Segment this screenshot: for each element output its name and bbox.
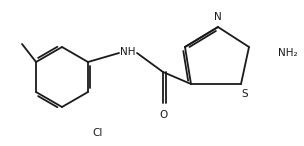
Text: NH₂: NH₂ [278,48,298,58]
Text: NH: NH [120,47,136,57]
Text: Cl: Cl [93,128,103,138]
Text: O: O [159,110,167,120]
Text: N: N [214,12,222,22]
Text: S: S [242,89,248,99]
